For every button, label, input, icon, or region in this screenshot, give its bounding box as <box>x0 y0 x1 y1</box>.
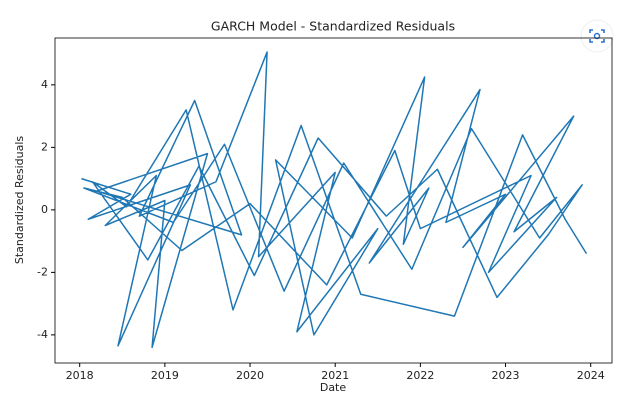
x-tick-label: 2018 <box>66 369 94 382</box>
scan-button-bg[interactable] <box>580 19 614 53</box>
y-tick-label: 2 <box>41 140 48 153</box>
x-tick-label: 2023 <box>492 369 520 382</box>
x-tick-label: 2021 <box>321 369 349 382</box>
y-axis-label: Standardized Residuals <box>13 136 26 265</box>
scan-icon-dot <box>593 32 601 40</box>
x-tick-label: 2022 <box>406 369 434 382</box>
plot-frame <box>54 37 613 364</box>
y-tick-label: -2 <box>37 265 48 278</box>
scan-icon <box>589 29 605 43</box>
x-tick-label: 2020 <box>236 369 264 382</box>
y-tick-label: 0 <box>41 203 48 216</box>
x-axis-label: Date <box>320 381 347 394</box>
line <box>81 51 588 349</box>
x-tick-label: 2024 <box>577 369 605 382</box>
scan-button[interactable] <box>580 19 614 53</box>
y-tick-label: -4 <box>37 328 48 341</box>
x-tick-label: 2019 <box>151 369 179 382</box>
y-tick-label: 4 <box>41 78 48 91</box>
chart-title: GARCH Model - Standardized Residuals <box>211 19 455 34</box>
